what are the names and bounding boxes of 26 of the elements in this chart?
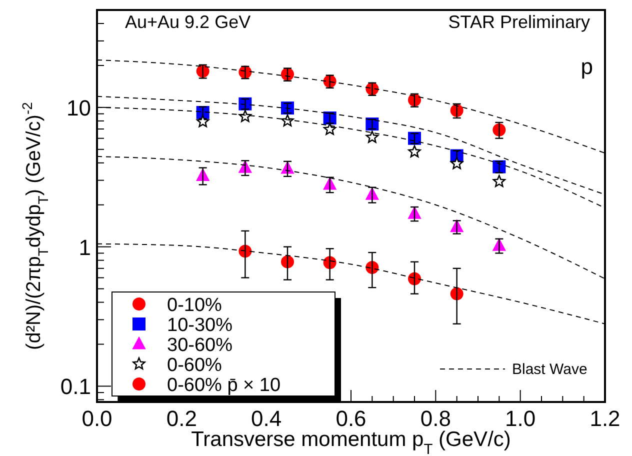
y-tick-label: 0.1: [60, 374, 91, 400]
point: [492, 174, 506, 188]
point: [366, 130, 379, 143]
x-axis-title: Transverse momentum p$_{T}$ (GeV/c): [191, 428, 511, 456]
point: [323, 122, 336, 135]
x-tick-label: 0.0: [82, 406, 112, 431]
x-tick-label: 0.6: [336, 406, 366, 431]
x-tick-label: 1.2: [590, 406, 620, 431]
legend-label: Blast Wave: [512, 361, 588, 378]
x-tick-label: 0.4: [251, 406, 282, 431]
annotation: STAR Preliminary: [448, 12, 590, 32]
x-tick-label: 0.2: [166, 406, 197, 431]
annotation: p: [580, 54, 593, 79]
x-tick-label: 0.8: [420, 406, 451, 431]
legend-label: 0-10%: [167, 295, 222, 316]
legend-label: 10-30%: [167, 315, 233, 336]
legend-label: 0-60% p̄ × 10: [167, 375, 281, 396]
legend-label: 30-60%: [167, 335, 233, 356]
point: [196, 115, 210, 128]
point: [408, 145, 421, 158]
y-tick-label: 10: [66, 95, 91, 120]
legend-label: 0-60%: [167, 355, 222, 376]
point: [450, 156, 464, 170]
y-tick-label: 1: [78, 234, 91, 260]
x-tick-label: 1.0: [505, 406, 536, 431]
annotation: Au+Au 9.2 GeV: [125, 12, 251, 32]
